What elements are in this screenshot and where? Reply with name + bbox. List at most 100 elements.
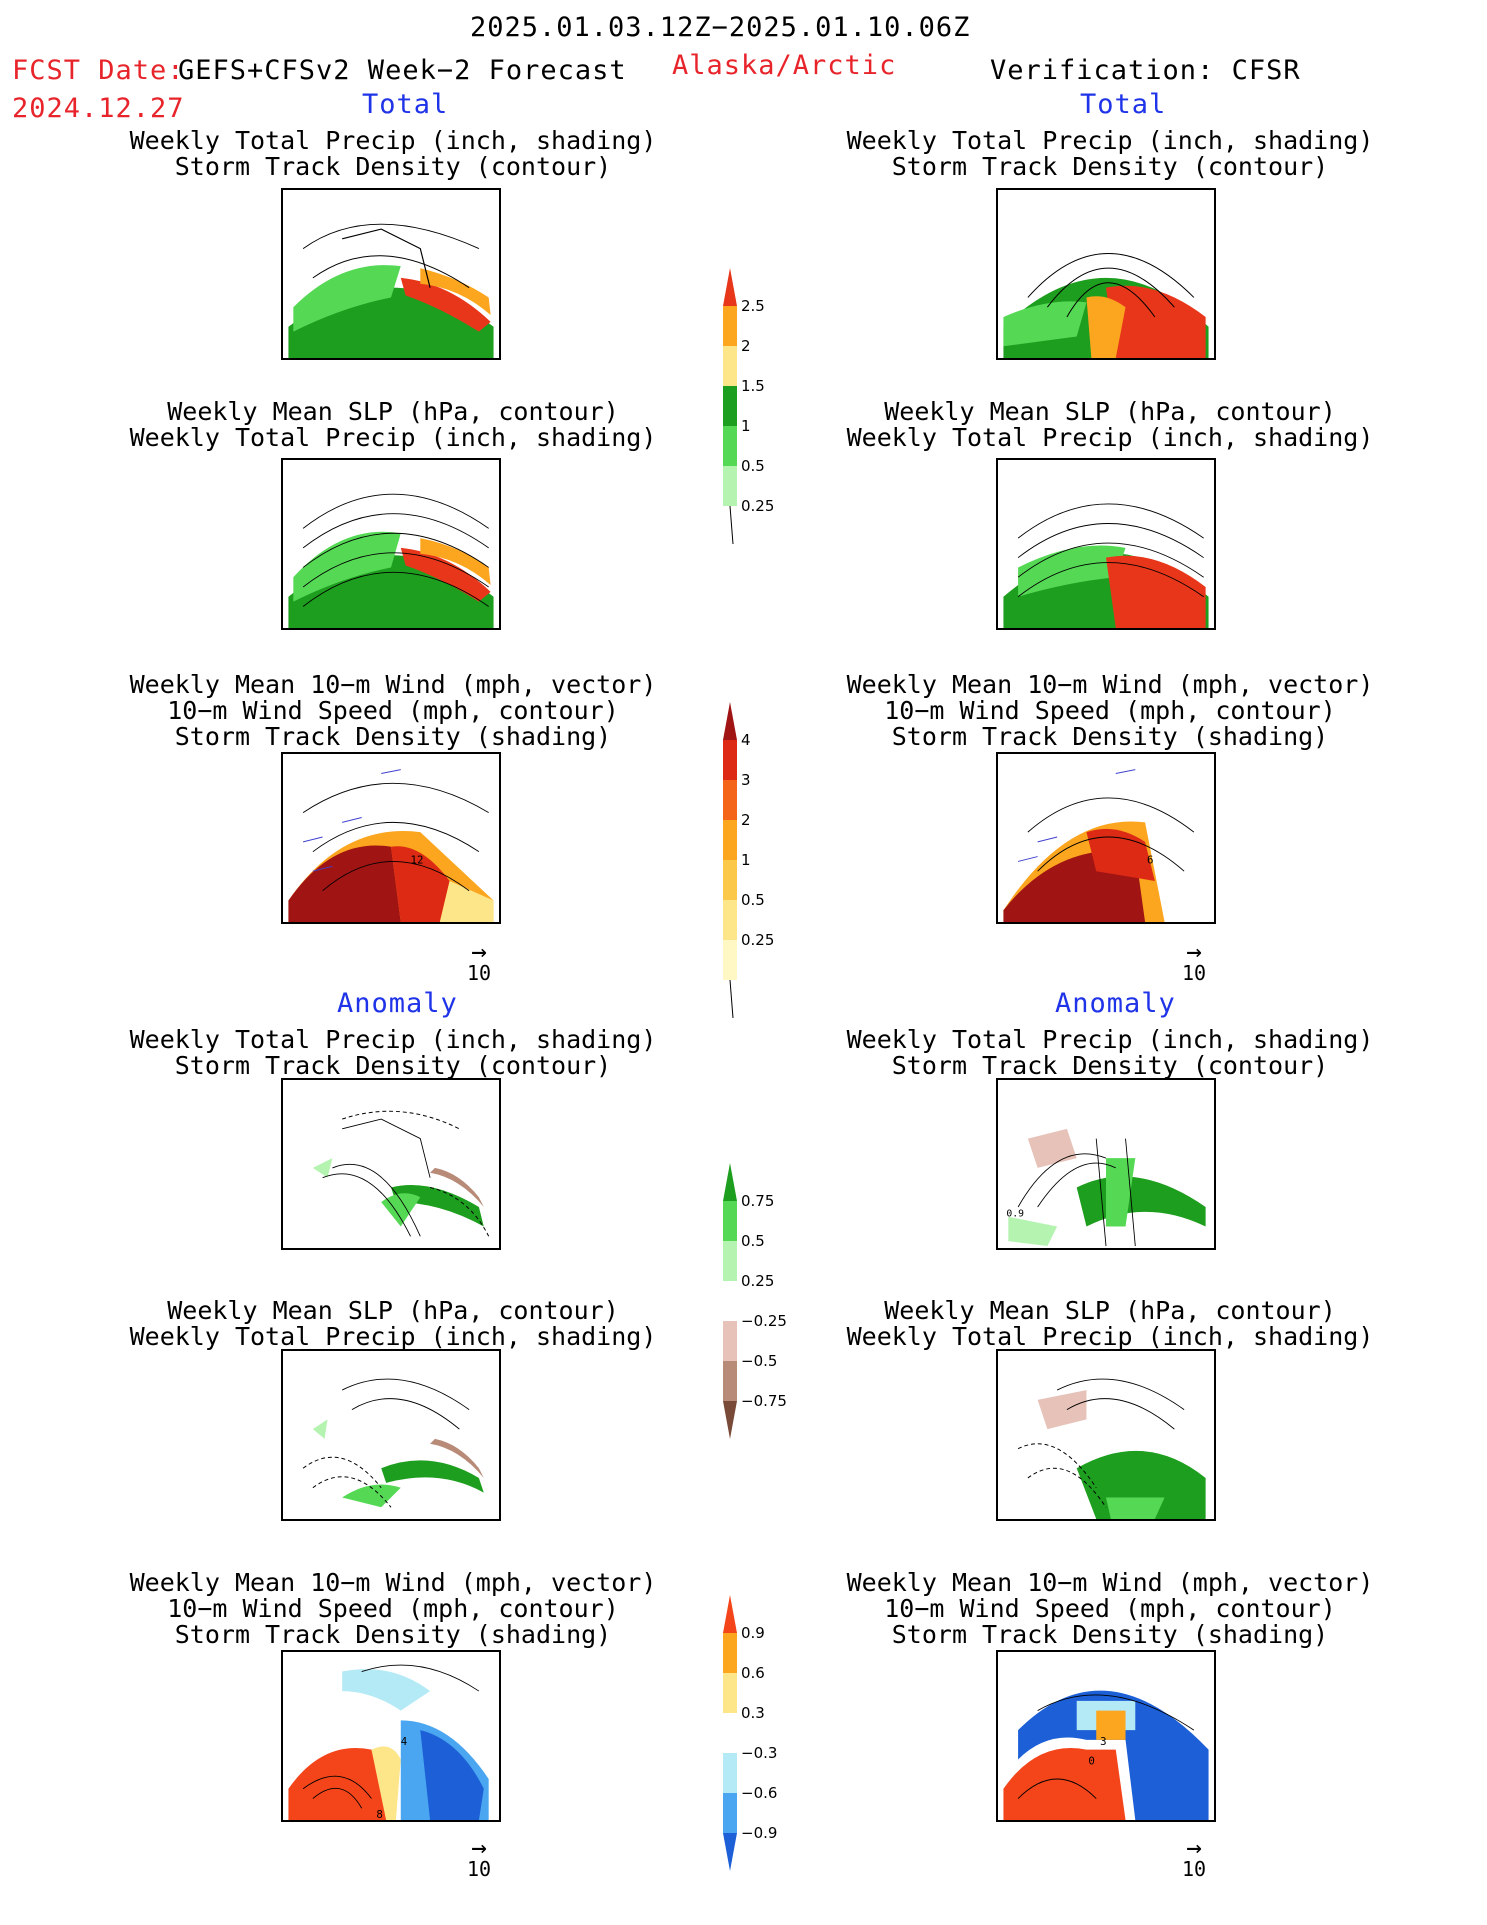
colorbar-tick-label: 1 xyxy=(741,417,751,435)
colorbar-segment xyxy=(723,1281,737,1321)
colorbar-segment xyxy=(723,346,737,386)
period-title: 2025.01.03.12Z−2025.01.10.06Z xyxy=(470,12,971,43)
colorbar-tick-label: 4 xyxy=(741,731,751,749)
map-ver-precip-total xyxy=(996,188,1216,360)
colorbar-top-arrow xyxy=(723,268,737,306)
map-fc-precip-total xyxy=(281,188,501,360)
colorbar-segment xyxy=(723,900,737,940)
colorbar-storm-anom: 0.9 0.6 0.3 −0.3 −0.6 −0.9 xyxy=(718,1595,778,1889)
colorbar-segment xyxy=(723,306,737,346)
colorbar-tick-label: 2 xyxy=(741,337,751,355)
colorbar-segment xyxy=(723,466,737,506)
colorbar-top-arrow xyxy=(723,1595,737,1633)
vector-ref-ver-total: → 10 xyxy=(1181,937,1207,985)
vector-ref-fc-total: → 10 xyxy=(466,937,492,985)
section-anomaly-left: Anomaly xyxy=(337,988,458,1019)
colorbar-segment xyxy=(723,426,737,466)
colorbar-segment xyxy=(723,1241,737,1281)
colorbar-tick-label: 0.5 xyxy=(741,891,765,909)
colorbar-tick-label: −0.9 xyxy=(741,1824,777,1842)
map-fc-wind-total: 12 xyxy=(281,752,501,924)
fcst-date: 2024.12.27 xyxy=(12,93,185,124)
colorbar-tick-label: 1.5 xyxy=(741,377,765,395)
colorbar-top-arrow xyxy=(723,1163,737,1201)
label-ver-wind-anom-b: 0 xyxy=(1088,1754,1094,1767)
label-ver-wind-total: 6 xyxy=(1147,853,1153,866)
verification-label: Verification: CFSR xyxy=(990,55,1301,86)
colorbar-tick-label: 0.75 xyxy=(741,1192,774,1210)
colorbar-top-arrow xyxy=(723,702,737,740)
map-ver-slp-total xyxy=(996,458,1216,630)
section-total-left: Total xyxy=(362,89,449,120)
map-fc-wind-anom: 4 8 xyxy=(281,1650,501,1822)
colorbar-segment xyxy=(723,1361,737,1401)
colorbar-segment xyxy=(723,1673,737,1713)
title-fc-wind-total: Weekly Mean 10−m Wind (mph, vector) 10−m … xyxy=(129,670,657,751)
colorbar-segment xyxy=(723,1321,737,1361)
vector-ref-ver-anom: → 10 xyxy=(1181,1833,1207,1881)
colorbar-storm-total: 4 3 2 1 0.5 0.25 xyxy=(718,702,778,1019)
title-fc-slp-anom: Weekly Mean SLP (hPa, contour) Weekly Tot… xyxy=(129,1296,657,1351)
colorbar-tick-label: 0.3 xyxy=(741,1704,765,1722)
label-ver-wind-anom-a: 3 xyxy=(1100,1735,1106,1748)
colorbar-segment xyxy=(723,1753,737,1793)
title-ver-wind-total: Weekly Mean 10−m Wind (mph, vector) 10−m … xyxy=(846,670,1374,751)
title-fc-precip-anom: Weekly Total Precip (inch, shading) Storm… xyxy=(129,1025,657,1080)
colorbar-segment xyxy=(723,860,737,900)
section-total-right: Total xyxy=(1080,89,1167,120)
colorbar-tick-label: 0.25 xyxy=(741,1272,774,1290)
colorbar-segment xyxy=(723,1633,737,1673)
colorbar-tick-label: −0.75 xyxy=(741,1392,787,1410)
label-fc-wind-anom-b: 8 xyxy=(376,1808,382,1820)
colorbar-tick-label: 0.25 xyxy=(741,931,774,949)
colorbar-tick-label: 3 xyxy=(741,771,751,789)
title-ver-wind-anom: Weekly Mean 10−m Wind (mph, vector) 10−m … xyxy=(846,1568,1374,1649)
colorbar-segment xyxy=(723,386,737,426)
colorbar-tick-label: 1 xyxy=(741,851,751,869)
map-fc-slp-total xyxy=(281,458,501,630)
section-anomaly-right: Anomaly xyxy=(1055,988,1176,1019)
colorbar-tick-label: 0.9 xyxy=(741,1624,765,1642)
title-ver-slp-total: Weekly Mean SLP (hPa, contour) Weekly Tot… xyxy=(846,397,1374,452)
map-ver-precip-anom: 0.9 xyxy=(996,1078,1216,1250)
colorbar-bottom-tail xyxy=(729,979,734,1019)
colorbar-tick-label: −0.3 xyxy=(741,1744,777,1762)
colorbar-tick-label: 0.5 xyxy=(741,1232,765,1250)
colorbar-bottom-tail xyxy=(729,505,734,545)
colorbar-segment xyxy=(723,1793,737,1833)
colorbar-precip-anom: 0.75 0.5 0.25 −0.25 −0.5 −0.75 xyxy=(718,1163,787,1457)
colorbar-tick-label: 2.5 xyxy=(741,297,765,315)
title-fc-wind-anom: Weekly Mean 10−m Wind (mph, vector) 10−m … xyxy=(129,1568,657,1649)
label-fc-wind-total: 12 xyxy=(411,853,424,866)
colorbar-segment xyxy=(723,740,737,780)
vector-ref-fc-anom: → 10 xyxy=(466,1833,492,1881)
map-fc-slp-anom xyxy=(281,1349,501,1521)
region-title: Alaska/Arctic xyxy=(672,50,897,81)
map-ver-wind-anom: 3 0 xyxy=(996,1650,1216,1822)
fcst-date-label: FCST Date: xyxy=(12,55,185,86)
map-fc-precip-anom xyxy=(281,1078,501,1250)
colorbar-tick-label: −0.25 xyxy=(741,1312,787,1330)
colorbar-tick-label: 2 xyxy=(741,811,751,829)
map-ver-slp-anom xyxy=(996,1349,1216,1521)
colorbar-segment xyxy=(723,780,737,820)
title-fc-precip-total: Weekly Total Precip (inch, shading) Storm… xyxy=(129,126,657,181)
fcst-source: GEFS+CFSv2 Week−2 Forecast xyxy=(178,55,627,86)
colorbar-tick-label: 0.6 xyxy=(741,1664,765,1682)
colorbar-segment xyxy=(723,1713,737,1753)
label-ver-precip-anom: 0.9 xyxy=(1006,1209,1024,1220)
title-ver-precip-total: Weekly Total Precip (inch, shading) Storm… xyxy=(846,126,1374,181)
colorbar-segment xyxy=(723,820,737,860)
label-fc-wind-anom-a: 4 xyxy=(401,1735,407,1748)
colorbar-tick-label: −0.5 xyxy=(741,1352,777,1370)
colorbar-tick-label: 0.25 xyxy=(741,497,774,515)
colorbar-precip-total: 2.5 2 1.5 1 0.5 0.25 xyxy=(718,268,778,562)
colorbar-bottom-arrow xyxy=(723,1401,737,1439)
colorbar-tick-label: 0.5 xyxy=(741,457,765,475)
colorbar-tick-label: −0.6 xyxy=(741,1784,777,1802)
colorbar-segment xyxy=(723,940,737,980)
colorbar-bottom-arrow xyxy=(723,1833,737,1871)
colorbar-segment xyxy=(723,1201,737,1241)
title-ver-slp-anom: Weekly Mean SLP (hPa, contour) Weekly Tot… xyxy=(846,1296,1374,1351)
map-ver-wind-total: 6 xyxy=(996,752,1216,924)
